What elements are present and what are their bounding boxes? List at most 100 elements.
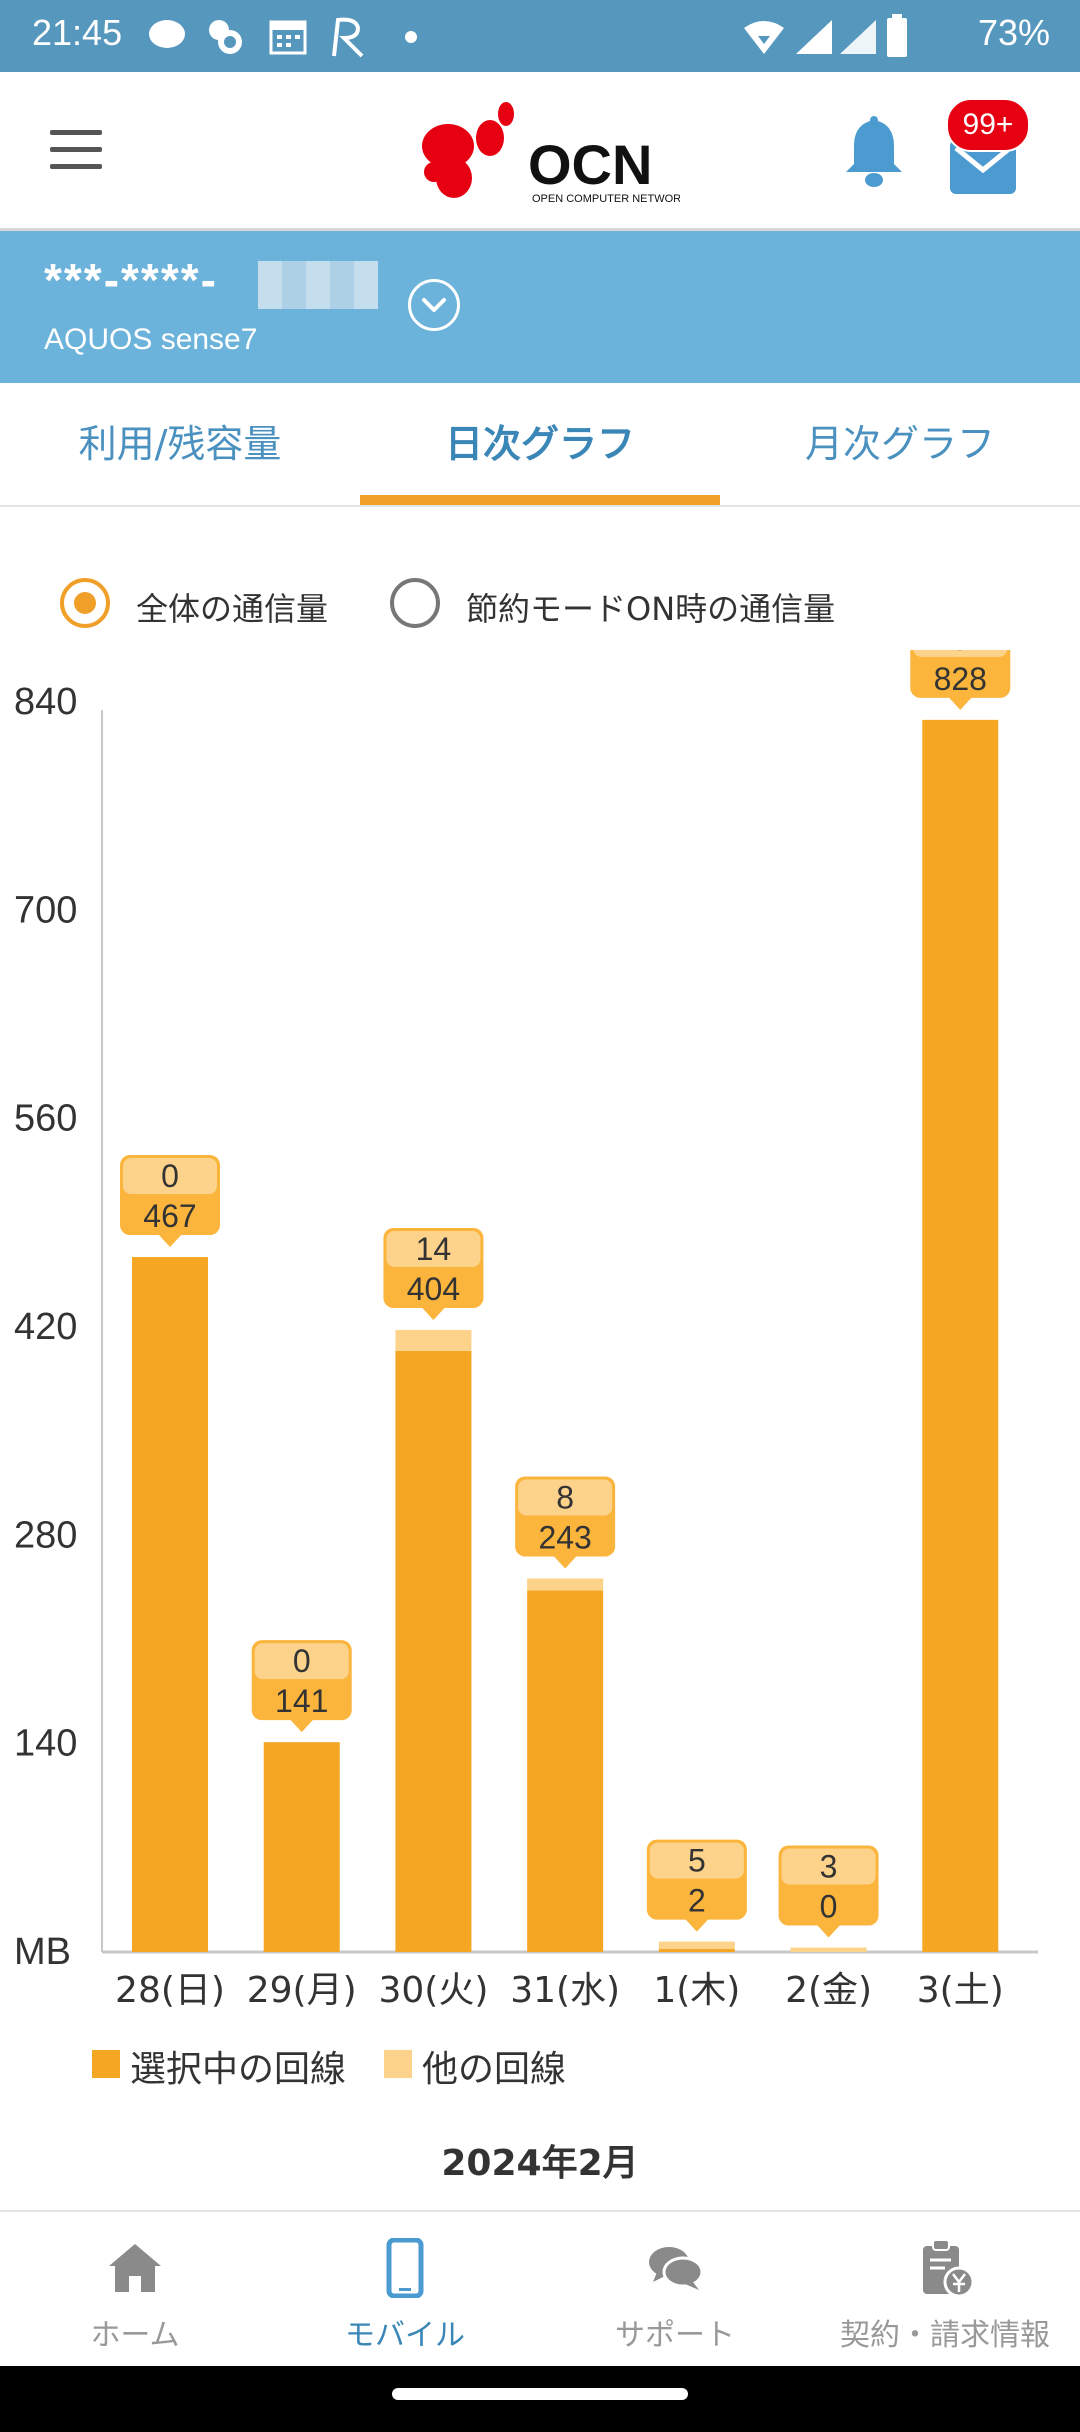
data-label-selected: 141: [275, 1683, 328, 1719]
data-label-selected: 828: [934, 661, 987, 697]
system-navigation-bar: [0, 2366, 1080, 2432]
data-label-other: 3: [820, 1849, 838, 1885]
battery-icon: [887, 14, 907, 57]
x-tick-label: 31(水): [510, 1970, 620, 2011]
bar-other-line: [395, 1329, 472, 1351]
radio-label: 節約モードON時の通信量: [466, 590, 836, 628]
y-tick-label: 840: [14, 681, 77, 723]
bar-other-line: [790, 1947, 867, 1952]
data-label-selected: 0: [820, 1889, 838, 1925]
weather-icon: [209, 20, 242, 54]
nav-contract-billing[interactable]: 契約・請求情報: [810, 2212, 1080, 2368]
home-icon: [109, 2244, 161, 2292]
x-tick-label: 3(土): [917, 1970, 1004, 2011]
x-tick-label: 1(木): [653, 1970, 740, 2011]
data-label-other: 0: [161, 1158, 179, 1194]
bar-selected-line: [263, 1742, 340, 1952]
tab-monthly-graph[interactable]: 月次グラフ: [804, 422, 995, 466]
radio-checked-icon: [60, 578, 110, 628]
data-label-other: 5: [688, 1843, 706, 1879]
y-tick-label: 420: [14, 1306, 77, 1348]
masked-digits: [258, 261, 378, 309]
callout-pointer: [421, 1306, 446, 1320]
callout-pointer: [158, 1234, 182, 1248]
ocn-logo[interactable]: OCN OPEN COMPUTER NETWORK: [410, 92, 689, 212]
value-callout: 30: [778, 1845, 879, 1938]
y-tick-label: 700: [14, 889, 77, 931]
contract-yen-icon: [923, 2239, 975, 2298]
bar-selected-line: [922, 719, 999, 1952]
battery-percent: 73%: [977, 12, 1050, 53]
dot-icon: [405, 31, 417, 43]
line-number: ***-****-: [44, 254, 218, 306]
active-tab-indicator: [360, 495, 720, 505]
daily-usage-chart: 840700560420280140MB046728(日)014129(月)14…: [14, 650, 1038, 2011]
tab-bar: 利用/残容量 日次グラフ 月次グラフ: [0, 383, 1080, 507]
y-tick-label: 140: [14, 1723, 77, 1765]
radio-unchecked-icon: [390, 578, 440, 628]
calendar-icon: [269, 20, 307, 55]
callout-other-bg: [649, 1842, 744, 1879]
app-bar: OCN OPEN COMPUTER NETWORK 99+: [0, 72, 1080, 231]
wifi-icon: [744, 21, 784, 54]
device-name: AQUOS sense7: [44, 323, 258, 356]
legend-swatch: [92, 2050, 120, 2078]
line-selector[interactable]: ***-****- AQUOS sense7: [0, 231, 1080, 383]
tab-usage[interactable]: 利用/残容量: [78, 422, 282, 466]
bar-selected-line: [132, 1257, 208, 1952]
x-tick-label: 29(月): [247, 1970, 357, 2011]
data-label-other: 0: [293, 1643, 311, 1679]
callout-other-bg: [386, 1230, 481, 1267]
status-bar: 21:45 73%: [0, 0, 1080, 72]
legend-swatch: [384, 2050, 412, 2078]
nav-label: 契約・請求情報: [840, 2318, 1050, 2353]
tab-daily-graph[interactable]: 日次グラフ: [444, 422, 635, 466]
smartphone-icon: [386, 2238, 424, 2298]
home-gesture-pill[interactable]: [392, 2388, 688, 2400]
x-tick-label: 30(火): [378, 1970, 488, 2011]
svg-text:OCN: OCN: [528, 133, 652, 196]
x-tick-label: 28(日): [115, 1970, 225, 2011]
callout-pointer: [684, 1918, 709, 1932]
bar-selected-line: [527, 1590, 604, 1952]
callout-pointer: [553, 1555, 578, 1569]
nav-label: サポート: [615, 2318, 735, 2353]
callout-pointer: [816, 1924, 841, 1938]
chevron-down-icon[interactable]: [408, 279, 460, 331]
hamburger-menu-icon[interactable]: [50, 130, 102, 170]
nav-label: モバイル: [345, 2318, 465, 2353]
nav-support[interactable]: サポート: [540, 2212, 810, 2368]
bar-other-line: [658, 1941, 735, 1950]
legend-label: 他の回線: [422, 2049, 567, 2090]
callout-box: [910, 650, 1011, 698]
data-label-selected: 243: [538, 1519, 591, 1555]
nav-home[interactable]: ホーム: [0, 2212, 270, 2368]
signal-icon: [796, 20, 832, 54]
callout-pointer: [289, 1719, 314, 1733]
callout-other-bg: [254, 1643, 349, 1680]
bell-icon[interactable]: [842, 112, 906, 188]
data-label-other: 0: [951, 650, 969, 657]
callout-other-bg: [913, 650, 1008, 657]
legend-label: 選択中の回線: [130, 2049, 347, 2090]
y-tick-label: 560: [14, 1098, 77, 1140]
radio-label: 全体の通信量: [136, 590, 329, 628]
x-tick-label: 2(金): [785, 1970, 872, 2011]
svg-text:OPEN COMPUTER NETWORK: OPEN COMPUTER NETWORK: [532, 193, 680, 205]
callout-other-bg: [781, 1848, 876, 1885]
data-label-selected: 467: [143, 1198, 196, 1234]
data-label-other: 14: [416, 1231, 452, 1267]
data-label-other: 8: [556, 1479, 574, 1515]
rakuten-icon: [332, 17, 364, 58]
callout-pointer: [948, 696, 973, 710]
chat-bubbles-icon: [649, 2247, 704, 2290]
data-label-selected: 2: [688, 1883, 706, 1919]
nav-label: ホーム: [90, 2318, 180, 2353]
callout-other-bg: [518, 1479, 613, 1516]
mail-icon[interactable]: [950, 120, 1016, 198]
nav-mobile[interactable]: モバイル: [270, 2212, 540, 2368]
